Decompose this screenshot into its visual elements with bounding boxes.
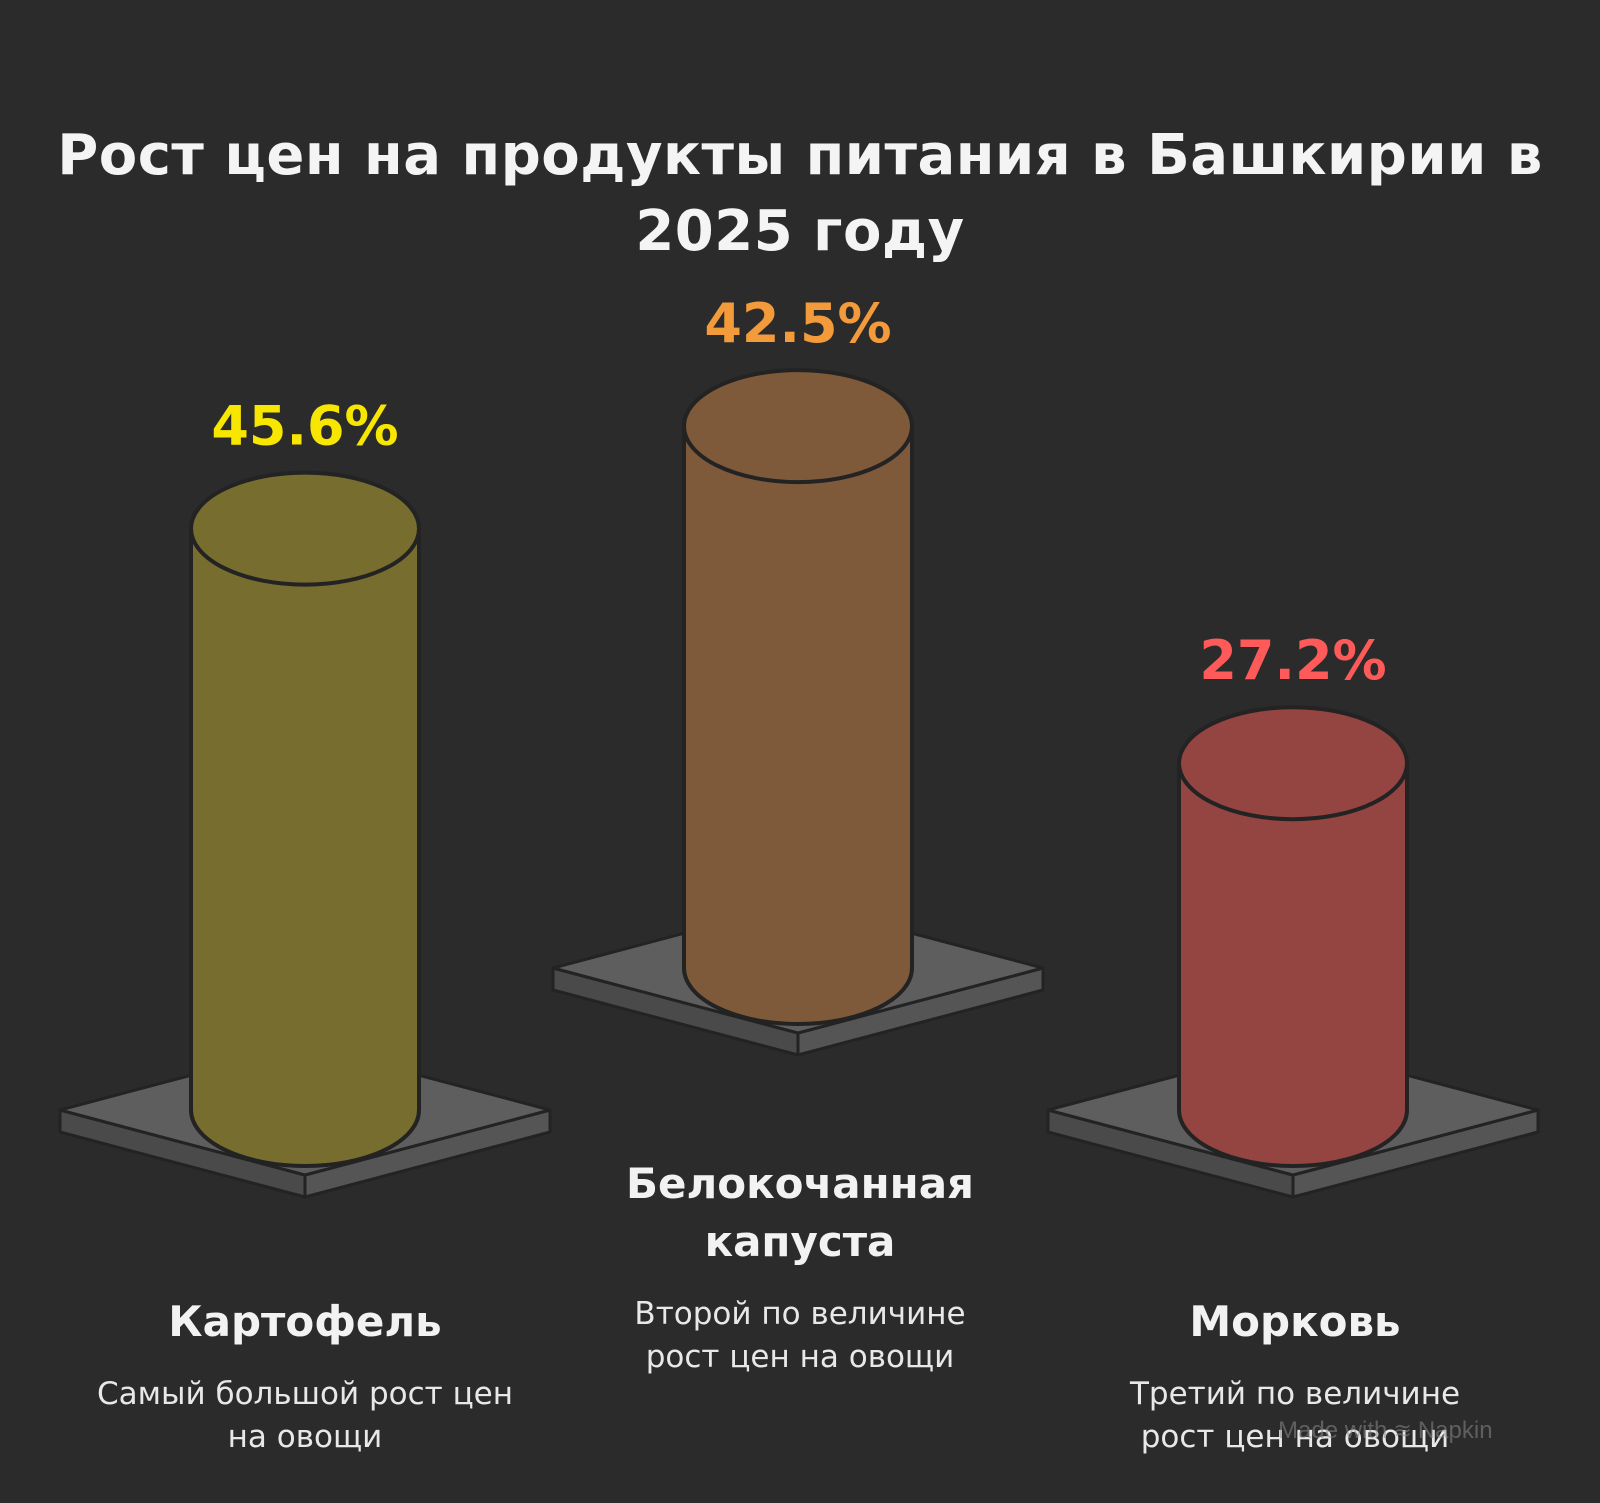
bar-top-0: [189, 470, 421, 587]
value-label-0: 45.6%: [211, 395, 398, 458]
chart-title: Рост цен на продукты питания в Башкирии …: [57, 123, 1543, 264]
bar-top-1: [682, 368, 914, 485]
made-with-napkin-watermark: Made with ≋ Napkin: [1278, 1417, 1493, 1445]
bar-top-2: [1177, 705, 1409, 822]
bar-body-1: [682, 424, 914, 1026]
category-description-2: Третий по величине рост цен на овощи: [1129, 1376, 1461, 1455]
category-description-1: Второй по величине рост цен на овощи: [634, 1296, 966, 1375]
category-description-0: Самый большой рост цен на овощи: [96, 1376, 514, 1455]
bar-body-0: [189, 526, 421, 1168]
napkin-logo-icon: ≋: [1393, 1418, 1412, 1443]
category-name-0: Картофель: [168, 1297, 442, 1346]
watermark-prefix: Made with: [1278, 1417, 1388, 1444]
watermark-brand: Napkin: [1417, 1417, 1493, 1444]
category-label-block-1: Белокочанная капуста Второй по величине …: [590, 1155, 1010, 1379]
bar-body-2: [1177, 761, 1409, 1168]
category-name-1: Белокочанная капуста: [626, 1159, 974, 1266]
category-name-2: Морковь: [1189, 1297, 1401, 1346]
value-label-2: 27.2%: [1199, 629, 1386, 692]
value-label-1: 42.5%: [704, 292, 891, 355]
category-label-block-0: Картофель Самый большой рост цен на овощ…: [80, 1293, 530, 1459]
category-label-block-2: Морковь Третий по величине рост цен на о…: [1070, 1293, 1520, 1459]
